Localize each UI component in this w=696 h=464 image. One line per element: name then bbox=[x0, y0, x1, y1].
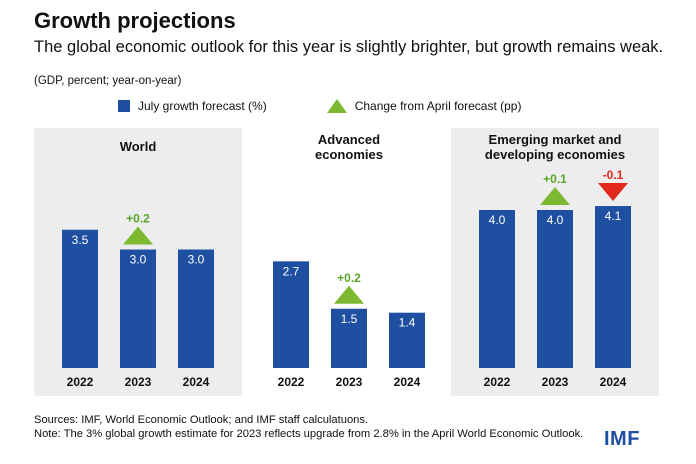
year-tick-label: 2023 bbox=[336, 375, 363, 389]
panel-title: Advanced bbox=[318, 132, 380, 147]
panel-title: Emerging market and bbox=[489, 132, 622, 147]
change-label: +0.1 bbox=[543, 172, 567, 186]
footer-sources: Sources: IMF, World Economic Outlook; an… bbox=[34, 414, 594, 441]
sources-text: Sources: IMF, World Economic Outlook; an… bbox=[34, 414, 369, 426]
bar-value-label: 3.5 bbox=[72, 233, 89, 247]
legend-up-triangle-icon bbox=[326, 99, 347, 113]
change-label: +0.2 bbox=[126, 212, 150, 226]
legend-label-change: Change from April forecast (pp) bbox=[354, 99, 522, 113]
year-tick-label: 2023 bbox=[542, 375, 569, 389]
bar bbox=[331, 308, 367, 368]
change-down-triangle-icon bbox=[598, 183, 628, 202]
year-tick-label: 2023 bbox=[125, 375, 152, 389]
bar-value-label: 1.4 bbox=[399, 316, 416, 330]
note-text: Note: The 3% global growth estimate for … bbox=[34, 427, 584, 440]
legend-label-forecast: July growth forecast (%) bbox=[138, 99, 267, 113]
bar-value-label: 3.0 bbox=[188, 253, 205, 267]
legend: July growth forecast (%) Change from Apr… bbox=[118, 97, 521, 115]
panel-title: economies bbox=[315, 147, 383, 162]
change-label: +0.2 bbox=[337, 271, 361, 285]
bar-value-label: 4.0 bbox=[489, 213, 506, 227]
bar-value-label: 4.1 bbox=[605, 209, 622, 223]
year-tick-label: 2024 bbox=[183, 375, 210, 389]
units-note: (GDP, percent; year-on-year) bbox=[34, 75, 182, 87]
bar bbox=[537, 210, 573, 368]
legend-item-change: Change from April forecast (pp) bbox=[326, 99, 522, 113]
legend-item-forecast: July growth forecast (%) bbox=[118, 99, 267, 113]
year-tick-label: 2024 bbox=[394, 375, 421, 389]
bar bbox=[389, 312, 425, 368]
bar bbox=[62, 229, 98, 368]
change-up-triangle-icon bbox=[123, 226, 153, 245]
change-label: -0.1 bbox=[603, 168, 624, 182]
chart-title: Growth projections bbox=[34, 8, 236, 33]
year-tick-label: 2022 bbox=[484, 375, 511, 389]
bar bbox=[273, 261, 309, 368]
year-tick-label: 2022 bbox=[278, 375, 305, 389]
legend-bar-swatch bbox=[118, 100, 130, 112]
bar-value-label: 3.0 bbox=[130, 253, 147, 267]
chart-subtitle: The global economic outlook for this yea… bbox=[34, 38, 664, 56]
bar bbox=[178, 249, 214, 368]
imf-logo: IMF bbox=[604, 428, 640, 450]
year-tick-label: 2022 bbox=[67, 375, 94, 389]
bar bbox=[479, 210, 515, 368]
year-tick-label: 2024 bbox=[600, 375, 627, 389]
change-up-triangle-icon bbox=[334, 285, 364, 304]
bar bbox=[595, 206, 631, 368]
bar-value-label: 2.7 bbox=[283, 264, 300, 278]
bar-value-label: 4.0 bbox=[547, 213, 564, 227]
panel-title: World bbox=[120, 139, 157, 154]
change-up-triangle-icon bbox=[540, 187, 570, 205]
panel-title: developing economies bbox=[485, 147, 625, 162]
bar-value-label: 1.5 bbox=[341, 312, 358, 326]
bar bbox=[120, 249, 156, 368]
